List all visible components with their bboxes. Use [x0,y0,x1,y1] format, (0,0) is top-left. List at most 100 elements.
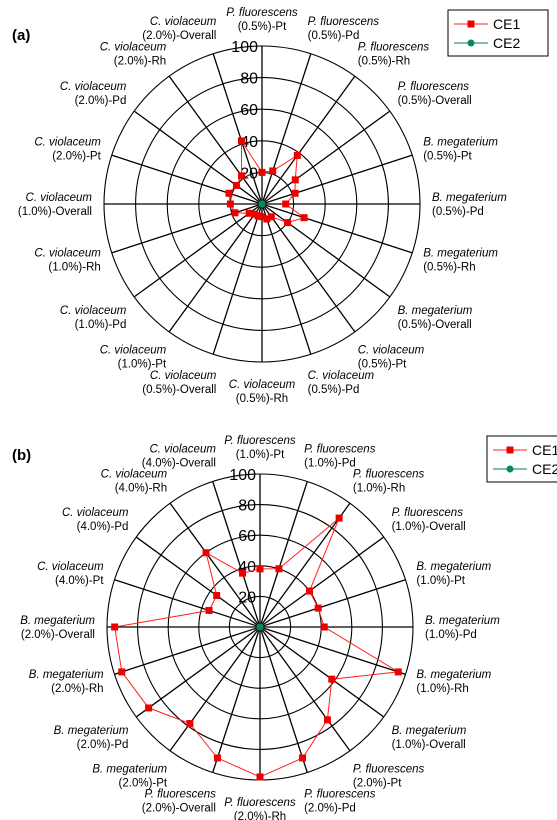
data-point-ce1 [237,137,245,145]
axis-spoke [259,626,308,773]
data-point-ce1 [258,213,266,221]
category-condition: (1.0%)-Overall [392,739,466,751]
radial-tick-label: 100 [231,39,258,56]
category-condition: (2.0%)-Pt [353,778,402,790]
legend-entry: CE2 [493,35,520,51]
category-condition: (4.0%)-Overall [142,458,216,470]
data-point-ce1 [232,181,240,189]
category-species: B. megaterium [92,764,167,776]
category-condition: (1.0%)-Rh [353,482,405,494]
category-label: C. violaceum (2.0%)-Pt [34,136,101,162]
category-label: P. fluorescens (0.5%)-Pt [226,7,298,33]
category-condition: (1.0%)-Overall [18,206,92,218]
category-label: B. megaterium (0.5%)-Pt [423,136,498,162]
data-point-ce1 [205,606,213,614]
category-condition: (0.5%)-Overall [398,319,472,331]
category-condition: (0.5%)-Pt [238,21,287,33]
axis-spoke [261,110,391,205]
category-label: B. megaterium (1.0%)-Overall [392,725,467,751]
category-species: P. fluorescens [224,797,296,809]
axis-spoke [133,203,263,298]
data-point-ce1 [267,213,275,221]
category-species: P. fluorescens [308,16,380,28]
data-point-ce1 [251,210,259,218]
axis-spoke [111,203,263,254]
category-species: C. violaceum [100,345,167,357]
radial-tick-label: 80 [240,71,258,88]
category-species: C. violaceum [100,41,167,53]
data-point-ce1 [239,569,247,577]
category-label: B. megaterium (2.0%)-Overall [20,615,95,641]
category-label: P. fluorescens (2.0%)-Rh [224,797,296,820]
data-point-ce1 [269,167,277,175]
category-species: B. megaterium [54,725,129,737]
category-species: B. megaterium [416,561,491,573]
legend-entry: CE1 [493,16,520,32]
category-species: C. violaceum [60,305,127,317]
data-point-ce1 [335,514,343,522]
category-condition: (2.0%)-Rh [114,55,166,67]
data-point-ce1 [225,189,233,197]
data-point-ce1 [245,209,253,217]
category-condition: (1.0%)-Pd [75,319,127,331]
axis-spoke [261,203,356,333]
axis-spoke [259,536,385,628]
axis-spoke [212,203,263,355]
category-species: P. fluorescens [392,507,464,519]
axis-spoke [261,53,312,205]
category-condition: (2.0%)-Overall [21,629,95,641]
category-label: C. violaceum (2.0%)-Rh [100,41,167,67]
data-point-ce1 [226,200,234,208]
category-species: B. megaterium [29,669,104,681]
axis-spoke [259,626,406,675]
data-point-ce1 [256,773,264,781]
data-point-ce1 [213,754,221,762]
category-species: C. violaceum [150,16,217,28]
category-label: P. fluorescens (0.5%)-Pd [308,16,380,42]
category-species: C. violaceum [149,444,216,456]
legend-entry: CE2 [532,461,557,477]
category-species: P. fluorescens [353,468,425,480]
data-point-ce1 [282,200,290,208]
axis-spoke [259,579,406,628]
axis-spoke [261,75,356,205]
data-point-ce1 [254,212,262,220]
axis-spoke [135,536,261,628]
category-species: C. violaceum [229,379,296,391]
data-point-ce1 [263,215,271,223]
category-species: B. megaterium [392,725,467,737]
category-species: B. megaterium [432,192,507,204]
category-label: B. megaterium (2.0%)-Pt [92,764,168,790]
legend-entry: CE1 [532,442,557,458]
category-label: C. violaceum (0.5%)-Pd [308,370,375,396]
category-species: C. violaceum [308,370,375,382]
category-label: C. violaceum (1.0%)-Rh [34,248,101,274]
category-label: P. fluorescens (2.0%)-Pt [353,764,425,790]
category-condition: (2.0%)-Overall [142,802,216,814]
category-label: B. megaterium (1.0%)-Pt [416,561,491,587]
axis-spoke [212,626,261,773]
category-label: B. megaterium (0.5%)-Rh [423,248,498,274]
category-condition: (0.5%)-Rh [423,262,475,274]
category-condition: (2.0%)-Pd [75,95,127,107]
category-label: C. violaceum (1.0%)-Pt [100,345,167,371]
category-condition: (0.5%)-Pt [423,150,472,162]
data-point-ce1 [299,754,307,762]
category-label: C. violaceum (4.0%)-Rh [101,468,168,494]
category-label: B. megaterium (1.0%)-Rh [416,669,491,695]
legend-marker-ce1 [506,446,514,454]
category-condition: (0.5%)-Pd [432,206,484,218]
category-species: P. fluorescens [304,444,376,456]
category-condition: (0.5%)-Rh [358,55,410,67]
data-point-ce1 [186,720,194,728]
category-condition: (1.0%)-Pt [416,575,465,587]
radial-tick-label: 100 [229,467,256,484]
data-point-ce1 [231,209,239,217]
category-condition: (2.0%)-Rh [234,811,286,820]
category-condition: (0.5%)-Rh [236,393,288,405]
category-species: P. fluorescens [226,7,298,19]
category-label: B. megaterium (0.5%)-Pd [432,192,507,218]
category-condition: (1.0%)-Pt [236,449,285,461]
